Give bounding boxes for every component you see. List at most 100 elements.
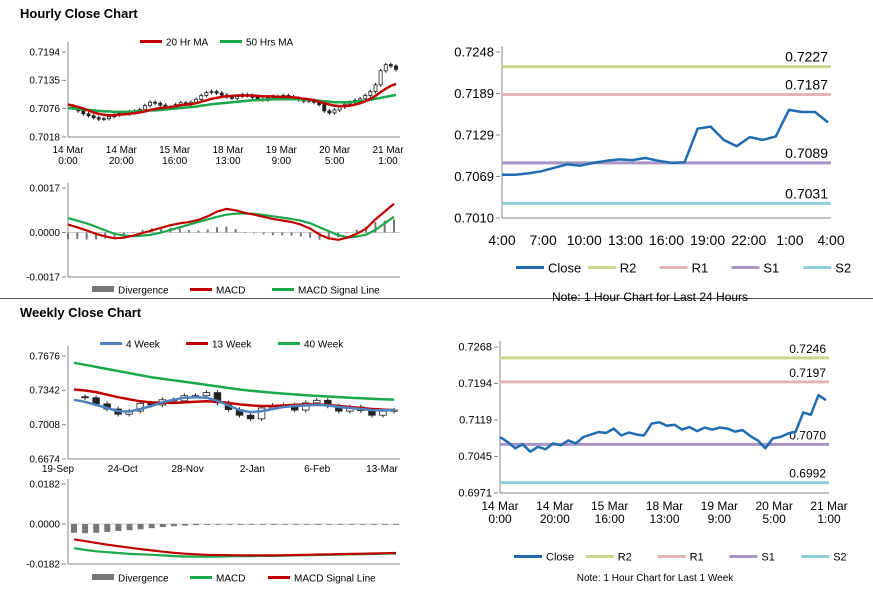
hourly-price-y-tick: 0.7076: [29, 104, 60, 115]
weekly-macd-y-tick: 0.0182: [29, 479, 60, 490]
hourly-divergence-bar: [290, 232, 293, 236]
hourly-line-level-r2-value: 0.7227: [785, 49, 828, 65]
weekly-line-x-tick: 18 Mar 13:00: [646, 499, 683, 526]
weekly-divergence-bar: [326, 524, 333, 525]
hourly-line-legend-close-label: Close: [548, 260, 581, 275]
hourly-price-y-tick: 0.7135: [29, 76, 60, 87]
hourly-price-candle: [368, 91, 373, 96]
weekly-line-y-tick: 0.7268: [458, 342, 492, 354]
weekly-divergence-bar: [348, 524, 355, 525]
hourly-divergence-bar: [393, 219, 395, 233]
weekly-line-legend-r2-swatch: [585, 555, 614, 558]
hourly-legend-signal-swatch: [272, 288, 294, 291]
hourly-divergence-bar: [355, 229, 358, 233]
hourly-line-x-tick: 13:00: [608, 232, 643, 248]
hourly-line-x-tick: 22:00: [731, 232, 766, 248]
weekly-line-legend-close-swatch: [514, 555, 542, 558]
weekly-line-close-line: [499, 393, 827, 453]
hourly-line-y-tick: 0.7189: [454, 86, 494, 101]
hourly-line-level-r1-value: 0.7187: [785, 77, 828, 93]
weekly-divergence-bar: [170, 524, 177, 527]
weekly-divergence-bar: [182, 524, 189, 526]
hourly-divergence-bar: [132, 231, 135, 233]
hourly-legend-ma20-swatch: [140, 40, 162, 43]
hourly-line-y-tick: 0.7010: [454, 210, 494, 225]
hourly-divergence-bar: [188, 229, 191, 233]
hourly-macd-y-tick: 0.0000: [29, 228, 60, 239]
hourly-legend-ma20-label: 20 Hr MA: [166, 37, 209, 48]
weekly-price-candle: [313, 399, 321, 404]
hourly-divergence-bar: [309, 232, 312, 238]
hourly-line-legend-close-swatch: [516, 266, 544, 269]
weekly-legend-4wk-label: 4 Week: [126, 339, 161, 350]
weekly-legend-13wk-label: 13 Week: [212, 339, 252, 350]
hourly-legend-macd-swatch: [190, 288, 212, 291]
weekly-line-x-tick: 14 Mar 20:00: [536, 499, 573, 526]
weekly-line-y-tick: 0.6971: [458, 488, 492, 500]
hourly-line-note: Note: 1 Hour Chart for Last 24 Hours: [551, 290, 749, 304]
weekly-price-candle: [202, 392, 211, 397]
hourly-divergence-bar: [85, 232, 88, 240]
weekly-legend-macd-label: MACD: [216, 573, 245, 584]
hourly-price-candle: [209, 91, 214, 94]
hourly-divergence-bar: [253, 232, 256, 234]
hourly-divergence-bar: [383, 220, 386, 233]
hourly-line-y-tick: 0.7069: [454, 169, 494, 184]
weekly-line-x-tick: 14 Mar 0:00: [481, 499, 518, 526]
weekly-line-level-s1-value: 0.7070: [789, 428, 826, 442]
weekly-divergence-bar: [126, 524, 133, 531]
weekly-divergence-bar: [115, 524, 122, 532]
weekly-divergence-bar: [204, 524, 211, 525]
hourly-line-x-tick: 10:00: [567, 232, 602, 248]
weekly-line-y-tick: 0.7045: [458, 451, 492, 463]
hourly-price-candle: [107, 116, 111, 120]
hourly-line-level-s2-value: 0.7031: [785, 185, 828, 201]
hourly-divergence-bar: [94, 232, 97, 240]
hourly-price-x-tick: 15 Mar 16:00: [159, 145, 191, 167]
hourly-macd-y-tick: -0.0017: [26, 272, 60, 283]
weekly-line-legend-s1-label: S1: [761, 552, 774, 564]
hourly-legend-ma50-label: 50 Hrs MA: [246, 37, 294, 48]
hourly-line-legend-s1-label: S1: [763, 260, 779, 275]
hourly-price-y-tick: 0.7194: [29, 47, 60, 58]
weekly-legend-divergence-swatch: [92, 574, 114, 580]
hourly-line-legend-s1-swatch: [731, 266, 760, 269]
hourly-macd-y-tick: 0.0017: [29, 183, 60, 194]
hourly-line-legend-s2-label: S2: [835, 260, 851, 275]
hourly-divergence-bar: [318, 232, 321, 240]
hourly-line-x-tick: 4:00: [488, 232, 515, 248]
weekly-divergence-bar: [148, 524, 155, 529]
hourly-price-candle: [332, 109, 337, 114]
weekly-line-legend-s2-swatch: [801, 555, 830, 558]
hourly-divergence-bar: [281, 232, 284, 236]
hourly-divergence-bar: [160, 227, 163, 233]
weekly-divergence-bar: [159, 524, 166, 528]
hourly-price-candle: [383, 64, 388, 72]
weekly-macd-y-tick: 0.0000: [29, 519, 60, 530]
hourly-price-candle: [153, 101, 158, 104]
weekly-divergence-bar: [393, 524, 399, 525]
weekly-price-x-tick: 24-Oct: [108, 464, 138, 475]
hourly-price-x-tick: 21 Mar 1:00: [372, 145, 404, 167]
hourly-legend-divergence-swatch: [92, 286, 114, 292]
weekly-line-legend-s1-swatch: [729, 555, 758, 558]
weekly-divergence-bar: [315, 524, 322, 525]
weekly-line-note: Note: 1 Hour Chart for Last 1 Week: [576, 573, 734, 584]
hourly-divergence-bar: [178, 228, 181, 233]
hourly-divergence-bar: [225, 226, 228, 233]
hourly-divergence-bar: [197, 230, 200, 233]
hourly-price-candle: [219, 92, 224, 96]
hourly-divergence-bar: [76, 232, 79, 240]
weekly-divergence-bar: [381, 524, 388, 525]
weekly-legend-macd-swatch: [190, 576, 212, 579]
hourly-price-candle: [199, 95, 204, 100]
weekly-divergence-bar: [237, 524, 244, 525]
weekly-legend-4wk-swatch: [100, 342, 122, 345]
hourly-divergence-bar: [271, 232, 274, 236]
hourly-price-candle: [81, 110, 86, 115]
hourly-line-legend-r1-swatch: [659, 266, 688, 269]
hourly-line-legend-r2-swatch: [587, 266, 616, 269]
weekly-line-y-tick: 0.7194: [458, 378, 492, 390]
section-divider: [0, 298, 873, 299]
hourly-price-candle: [378, 70, 383, 86]
